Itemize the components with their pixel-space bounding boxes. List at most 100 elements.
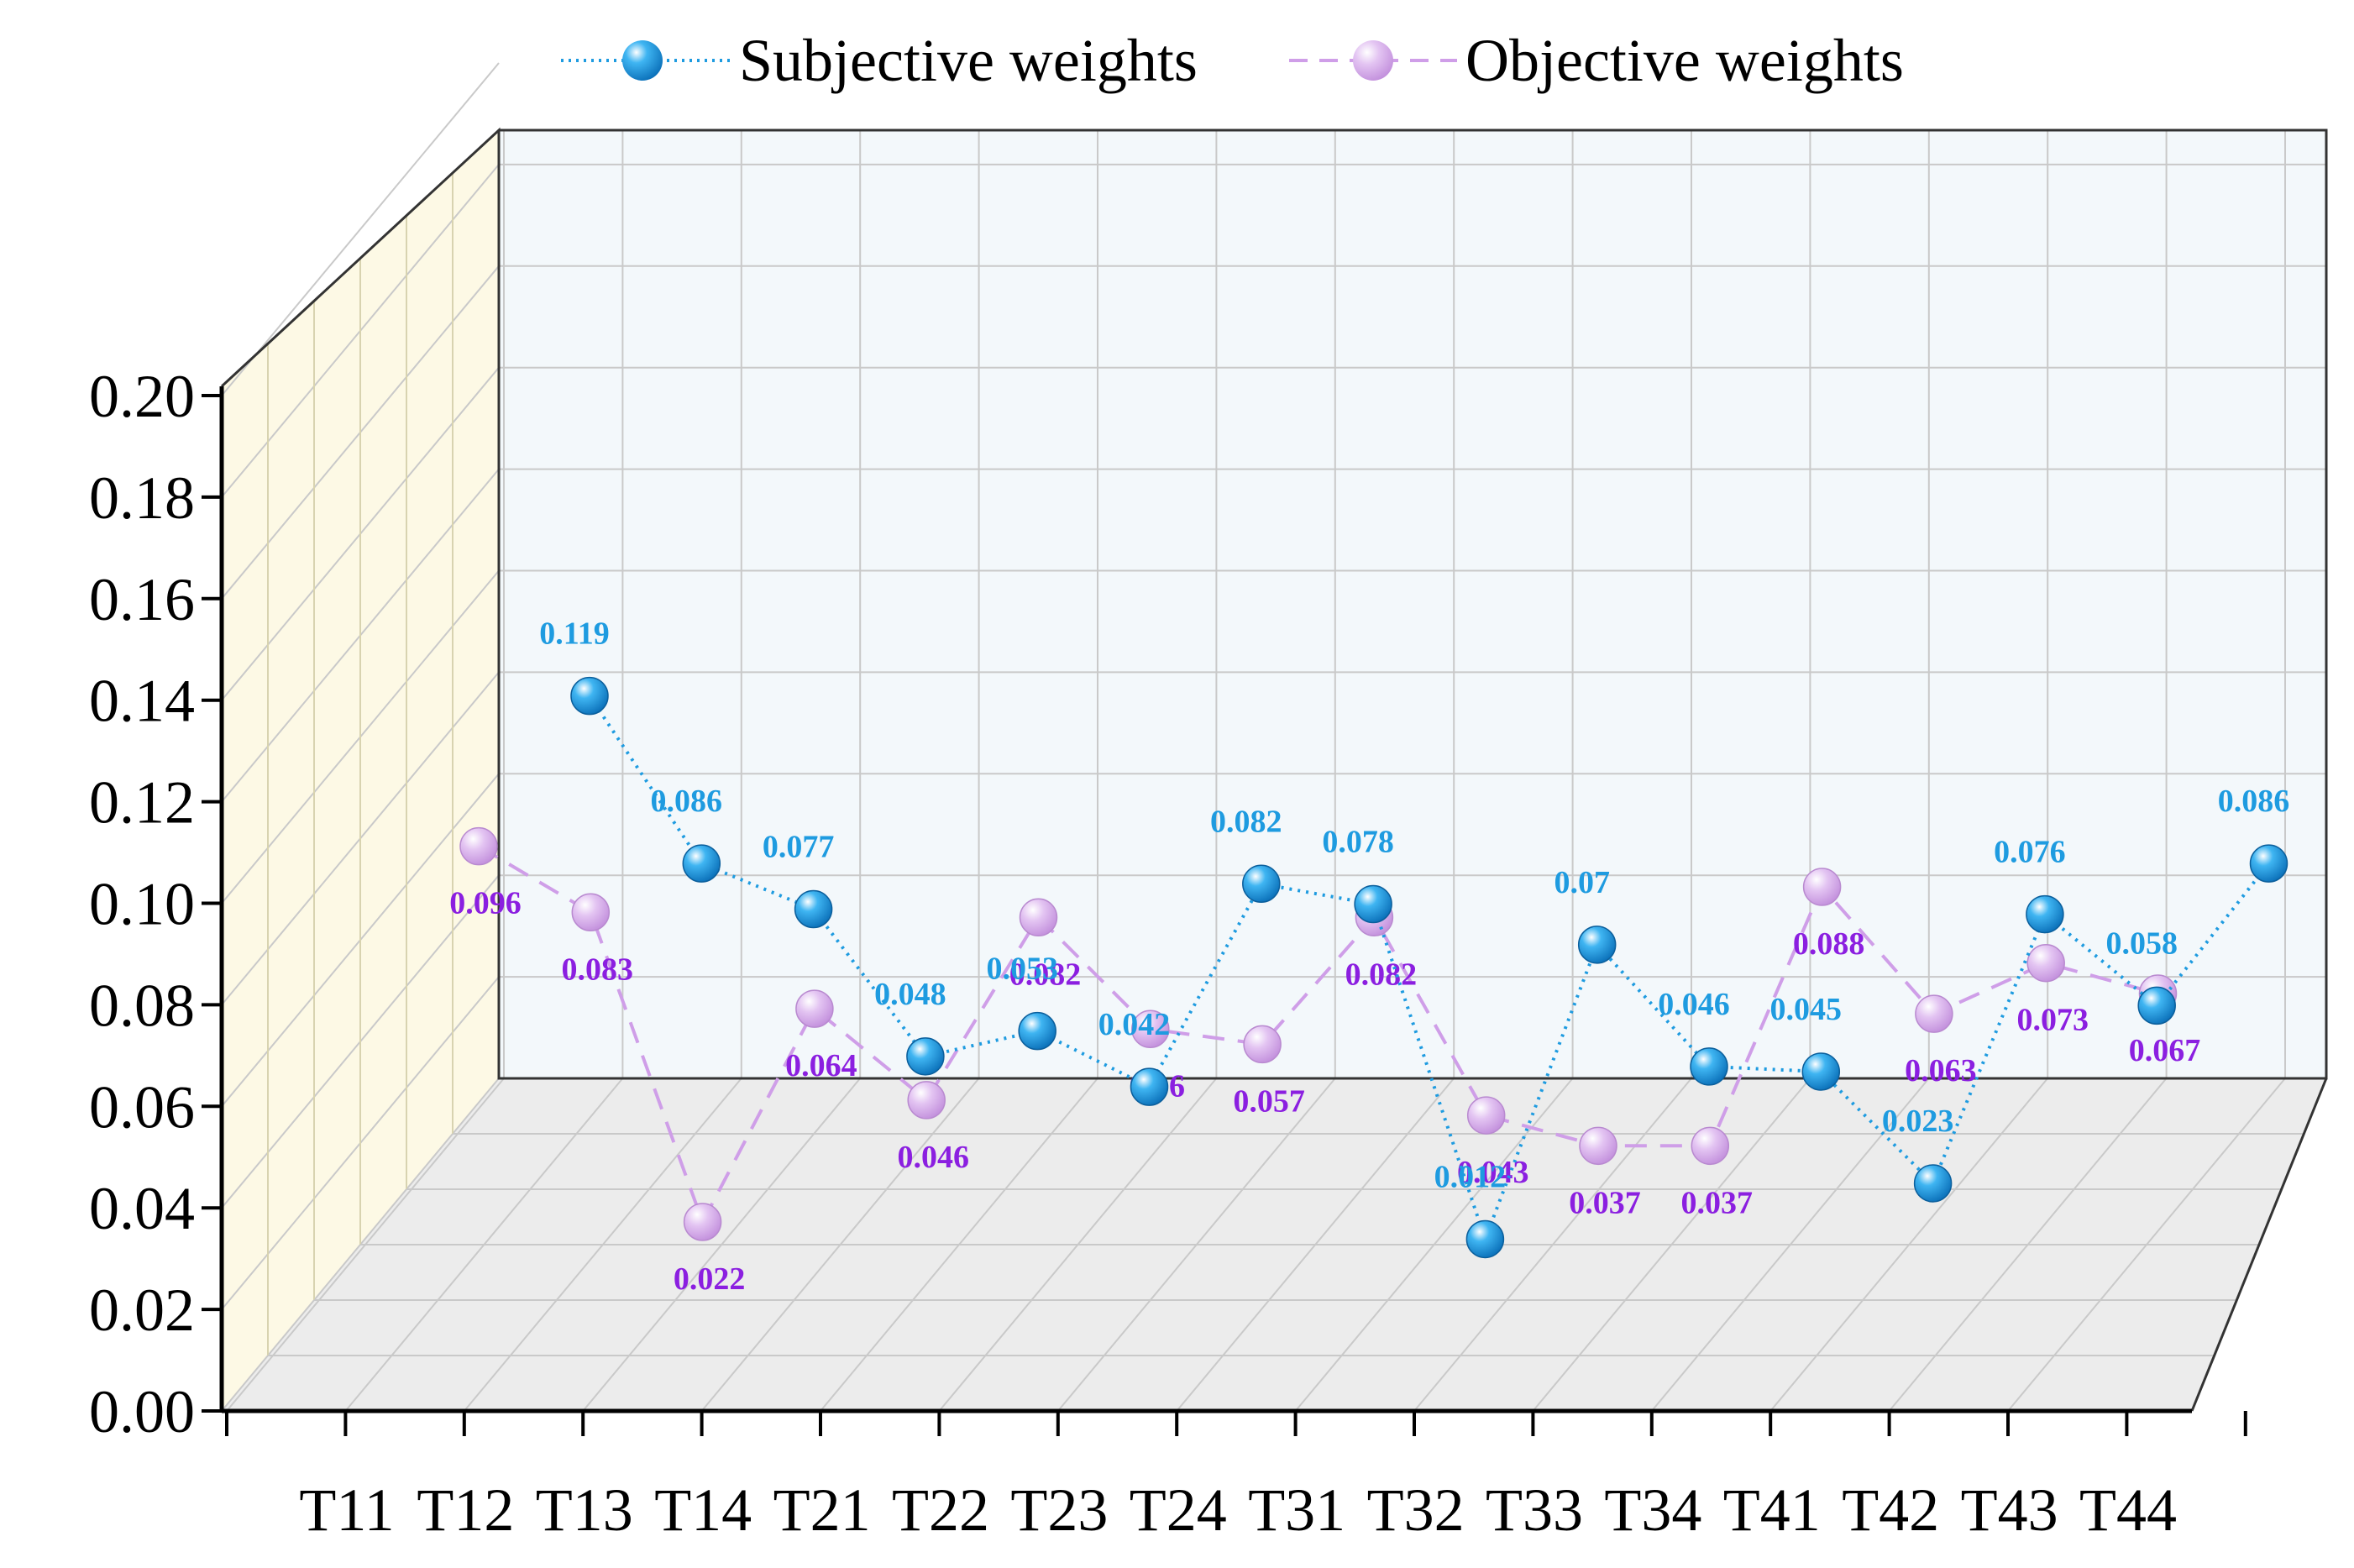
objective-point [1243,1025,1282,1064]
y-tick-label: 0.02 [89,1277,195,1344]
subjective-point [1354,884,1392,924]
subjective-data-label: 0.078 [1322,824,1394,859]
y-tick-label: 0.00 [89,1378,195,1445]
y-tick-label: 0.10 [89,871,195,938]
objective-point [1466,1096,1506,1135]
objective-data-label: 0.073 [2016,1003,2089,1038]
y-tick-label: 0.16 [89,566,195,633]
y-tick-label: 0.12 [89,769,195,836]
legend-subjective-label: Subjective weights [739,27,1198,94]
y-tick-label: 0.06 [89,1073,195,1141]
objective-data-label: 0.043 [1457,1155,1529,1190]
subjective-point [2137,986,2176,1025]
objective-point [1802,868,1842,906]
objective-point [1131,1009,1170,1049]
subjective-point [1018,1011,1056,1051]
y-tick-label: 0.20 [89,363,195,430]
y-tick-label: 0.14 [89,668,195,735]
floor-right-edge [2190,1078,2328,1412]
objective-data-label: 0.096 [449,886,522,921]
subjective-point [2026,894,2064,934]
subjective-data-label: 0.042 [1098,1007,1171,1042]
objective-data-label: 0.022 [674,1261,746,1297]
objective-point [1915,994,1953,1033]
objective-point [907,1081,946,1120]
y-tick-label: 0.08 [89,972,195,1039]
x-tick-label: T11 [299,1476,394,1544]
legend-objective-label: Objective weights [1465,27,1904,94]
objective-point [795,989,834,1028]
objective-data-label: 0.057 [1233,1083,1305,1119]
frame-outline [220,127,2328,1080]
x-tick-label: T43 [1961,1476,2058,1544]
subjective-data-label: 0.045 [1770,992,1843,1027]
subjective-series: 0.119 0.086 0.077 0.048 0.053 0.042 0.082 0.078… [539,616,2290,1259]
subjective-data-label: 0.023 [1882,1104,1954,1139]
subjective-data-label: 0.053 [986,952,1058,987]
subjective-data-label: 0.046 [1658,987,1730,1022]
subjective-point [1577,926,1617,964]
objective-point [1579,1126,1617,1166]
objective-point [2026,943,2065,983]
objective-point [1019,898,1058,937]
objective-point [459,826,498,866]
objective-data-label: 0.037 [1569,1185,1641,1220]
objective-point [571,893,611,932]
subjective-data-label: 0.048 [874,977,946,1012]
objective-data-label: 0.037 [1681,1185,1754,1220]
objective-data-label: 0.064 [785,1048,857,1083]
subjective-point [1242,864,1281,904]
y-tick-label: 0.18 [89,464,195,532]
subjective-point [1690,1047,1728,1086]
y-axis: 0.00 0.02 0.04 0.06 0.08 0.10 0.12 0.14 0.16 0.18… [89,363,222,1445]
subjective-data-label: 0.119 [539,616,609,652]
legend-objective-marker [1353,40,1393,81]
objective-data-label: 0.063 [1905,1053,1977,1088]
x-tick-label: T24 [1130,1476,1227,1544]
subjective-point [906,1037,945,1076]
back-wall [499,130,2326,1078]
subjective-data-label: 0.086 [2218,784,2290,819]
objective-series: 0.0960.0830.0220.0640.0460.0820.060.0570… [449,826,2200,1297]
x-tick-label: T23 [1010,1476,1108,1544]
subjective-point [1465,1219,1505,1259]
x-tick-label: T34 [1604,1476,1701,1544]
subjective-point [570,676,609,716]
objective-point [683,1203,722,1241]
subjective-point [1913,1164,1953,1203]
objective-data-label: 0.082 [1009,957,1082,992]
objective-data-label: 0.088 [1793,926,1865,962]
subjective-data-label: 0.082 [1210,804,1282,839]
subjective-data-label: 0.077 [763,830,835,865]
subjective-data-label: 0.058 [2105,926,2178,961]
x-tick-label: T21 [773,1476,871,1544]
legend-subjective-marker [622,40,663,81]
subjective-data-label: 0.012 [1434,1159,1507,1194]
y-tick-label: 0.04 [89,1175,195,1242]
objective-line [477,844,2159,1226]
x-tick-label: T44 [2079,1476,2177,1544]
subjective-point [682,844,721,883]
subjective-line [588,695,2271,1245]
subjective-data-label: 0.076 [1994,835,2066,870]
x-tick-label: T12 [417,1476,514,1544]
objective-data-label: 0.046 [897,1140,969,1175]
x-axis: T11 T12 T13 T14 T21 T22 T23 T24 T31 T32 T33 T34 T41 T… [225,1411,2247,1544]
subjective-point [794,889,833,929]
subjective-data-label: 0.086 [651,784,723,819]
x-tick-label: T42 [1842,1476,1939,1544]
subjective-point [1801,1052,1841,1091]
subjective-point [2249,844,2288,883]
x-tick-label: T41 [1723,1476,1821,1544]
subjective-point [1130,1067,1169,1106]
grid-line-side [221,62,500,396]
objective-data-label: 0.083 [562,952,634,987]
subjective-data-label: 0.07 [1554,865,1610,900]
x-tick-label: T14 [654,1476,752,1544]
objective-point [1691,1126,1730,1166]
x-tick-label: T22 [892,1476,989,1544]
legend: Subjective weights Objective weights [561,27,1904,94]
x-tick-label: T33 [1486,1476,1583,1544]
x-tick-label: T13 [536,1476,633,1544]
